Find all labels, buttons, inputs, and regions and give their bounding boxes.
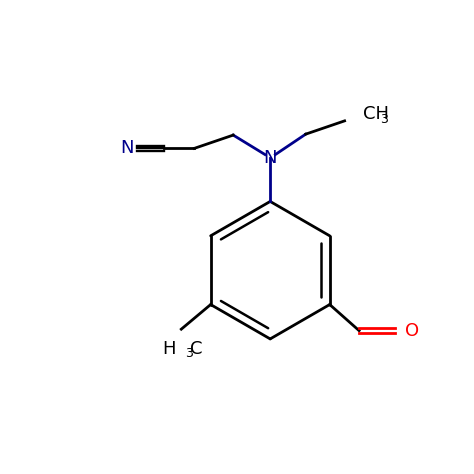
Text: O: O — [405, 322, 419, 339]
Text: N: N — [264, 149, 277, 167]
Text: 3: 3 — [380, 113, 388, 127]
Text: CH: CH — [363, 105, 389, 123]
Text: C: C — [190, 340, 203, 358]
Text: N: N — [120, 139, 134, 157]
Text: 3: 3 — [184, 347, 192, 360]
Text: H: H — [162, 340, 175, 358]
